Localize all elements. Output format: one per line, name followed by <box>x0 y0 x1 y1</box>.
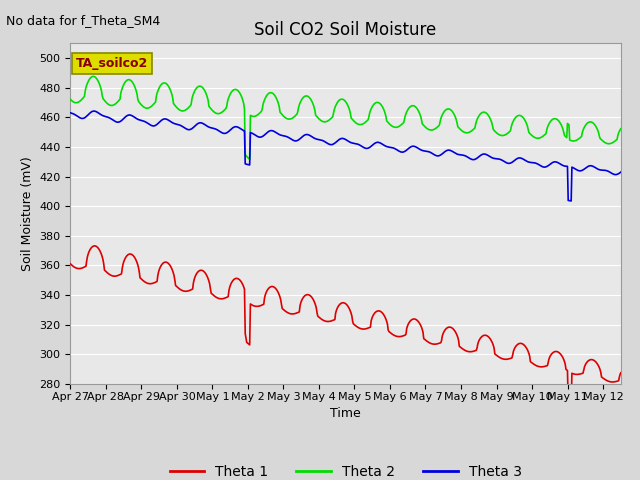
Title: Soil CO2 Soil Moisture: Soil CO2 Soil Moisture <box>255 21 436 39</box>
Legend: Theta 1, Theta 2, Theta 3: Theta 1, Theta 2, Theta 3 <box>164 459 527 480</box>
X-axis label: Time: Time <box>330 407 361 420</box>
Text: No data for f_Theta_SM4: No data for f_Theta_SM4 <box>6 14 161 27</box>
Y-axis label: Soil Moisture (mV): Soil Moisture (mV) <box>21 156 34 271</box>
Text: TA_soilco2: TA_soilco2 <box>76 57 148 70</box>
